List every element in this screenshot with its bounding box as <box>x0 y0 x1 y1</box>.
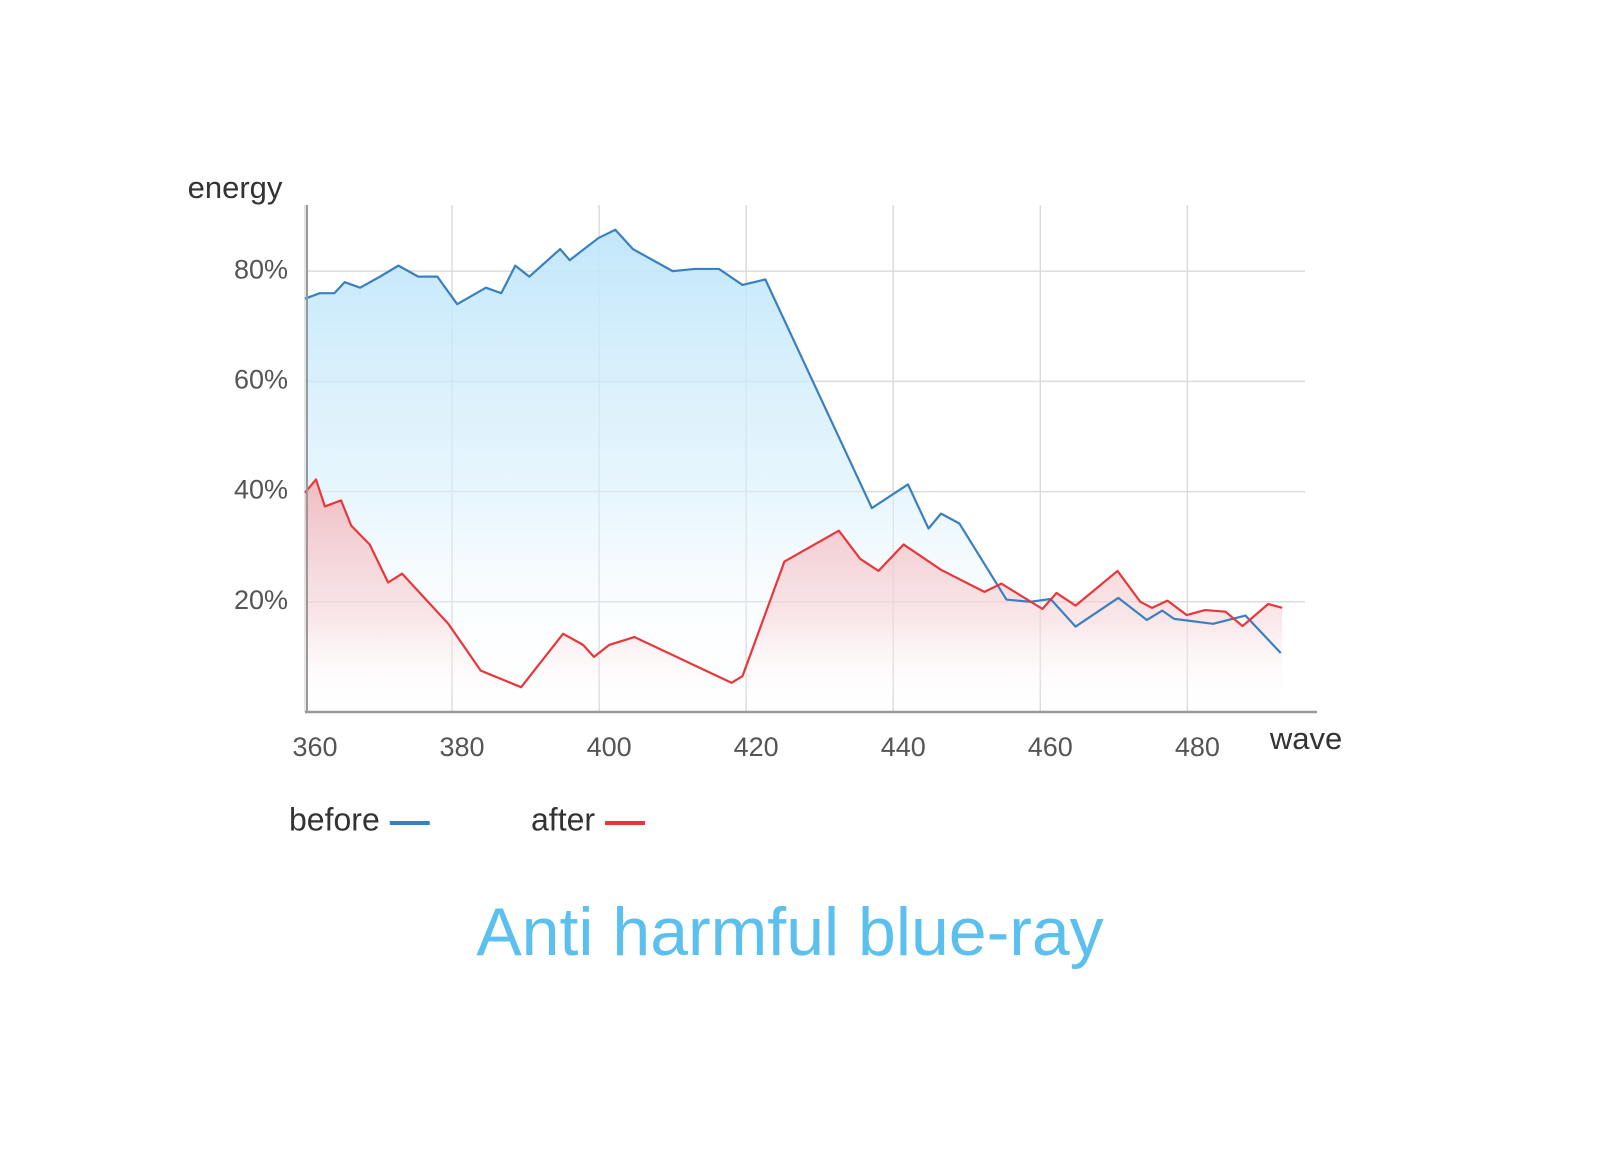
x-tick-label: 460 <box>1028 732 1073 762</box>
chart-title: Anti harmful blue-ray <box>476 894 1103 970</box>
legend-label: before <box>289 801 380 837</box>
y-tick-label: 20% <box>234 585 288 615</box>
legend-label: after <box>531 801 595 837</box>
x-tick-label: 400 <box>587 732 632 762</box>
y-tick-label: 60% <box>234 364 288 394</box>
x-tick-label: 380 <box>440 732 485 762</box>
x-axis-label: wave <box>1269 721 1342 756</box>
series-area <box>305 229 1281 712</box>
x-tick-label: 440 <box>881 732 926 762</box>
y-tick-label: 80% <box>234 254 288 284</box>
y-tick-label: 40% <box>234 475 288 505</box>
series-line <box>304 478 1283 689</box>
series-area <box>305 479 1283 712</box>
x-tick-label: 360 <box>292 732 337 762</box>
x-tick-label: 420 <box>734 732 779 762</box>
series-line <box>304 228 1282 654</box>
y-axis-label: energy <box>188 170 283 205</box>
x-tick-label: 480 <box>1175 732 1220 762</box>
